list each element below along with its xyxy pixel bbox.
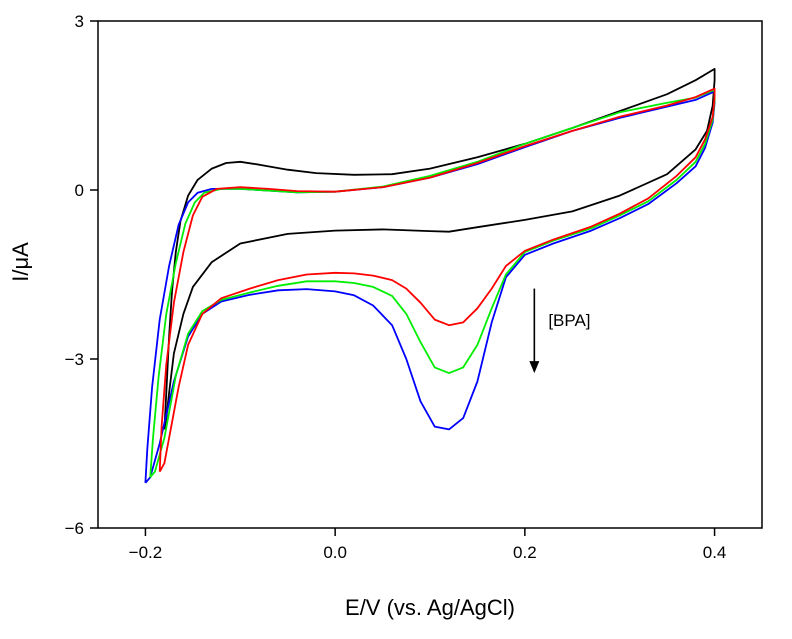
bpa-arrow-head-icon xyxy=(529,361,540,374)
y-tick-label: 0 xyxy=(75,181,84,200)
x-tick-label: 0.2 xyxy=(513,543,537,562)
axis-ticks: −0.2 0.0 0.2 0.4 3 0 −3 −6 xyxy=(65,12,727,562)
bpa-annotation: [BPA] xyxy=(529,288,591,374)
x-tick-label: 0.0 xyxy=(323,543,347,562)
series-line-red xyxy=(158,87,716,473)
x-tick-label: −0.2 xyxy=(129,543,163,562)
x-tick-label: 0.4 xyxy=(703,543,727,562)
y-axis-label: I/μA xyxy=(8,242,33,282)
x-axis-label: E/V (vs. Ag/AgCl) xyxy=(345,595,515,620)
bpa-annotation-label: [BPA] xyxy=(548,311,590,330)
y-tick-label: −3 xyxy=(65,350,84,369)
y-tick-label: 3 xyxy=(75,12,84,31)
plot-frame xyxy=(97,20,763,529)
y-tick-label: −6 xyxy=(65,519,84,538)
series-line-black xyxy=(163,68,716,430)
series-line-blue xyxy=(144,90,716,484)
series-layer xyxy=(144,68,716,484)
series-line-green xyxy=(149,88,716,478)
